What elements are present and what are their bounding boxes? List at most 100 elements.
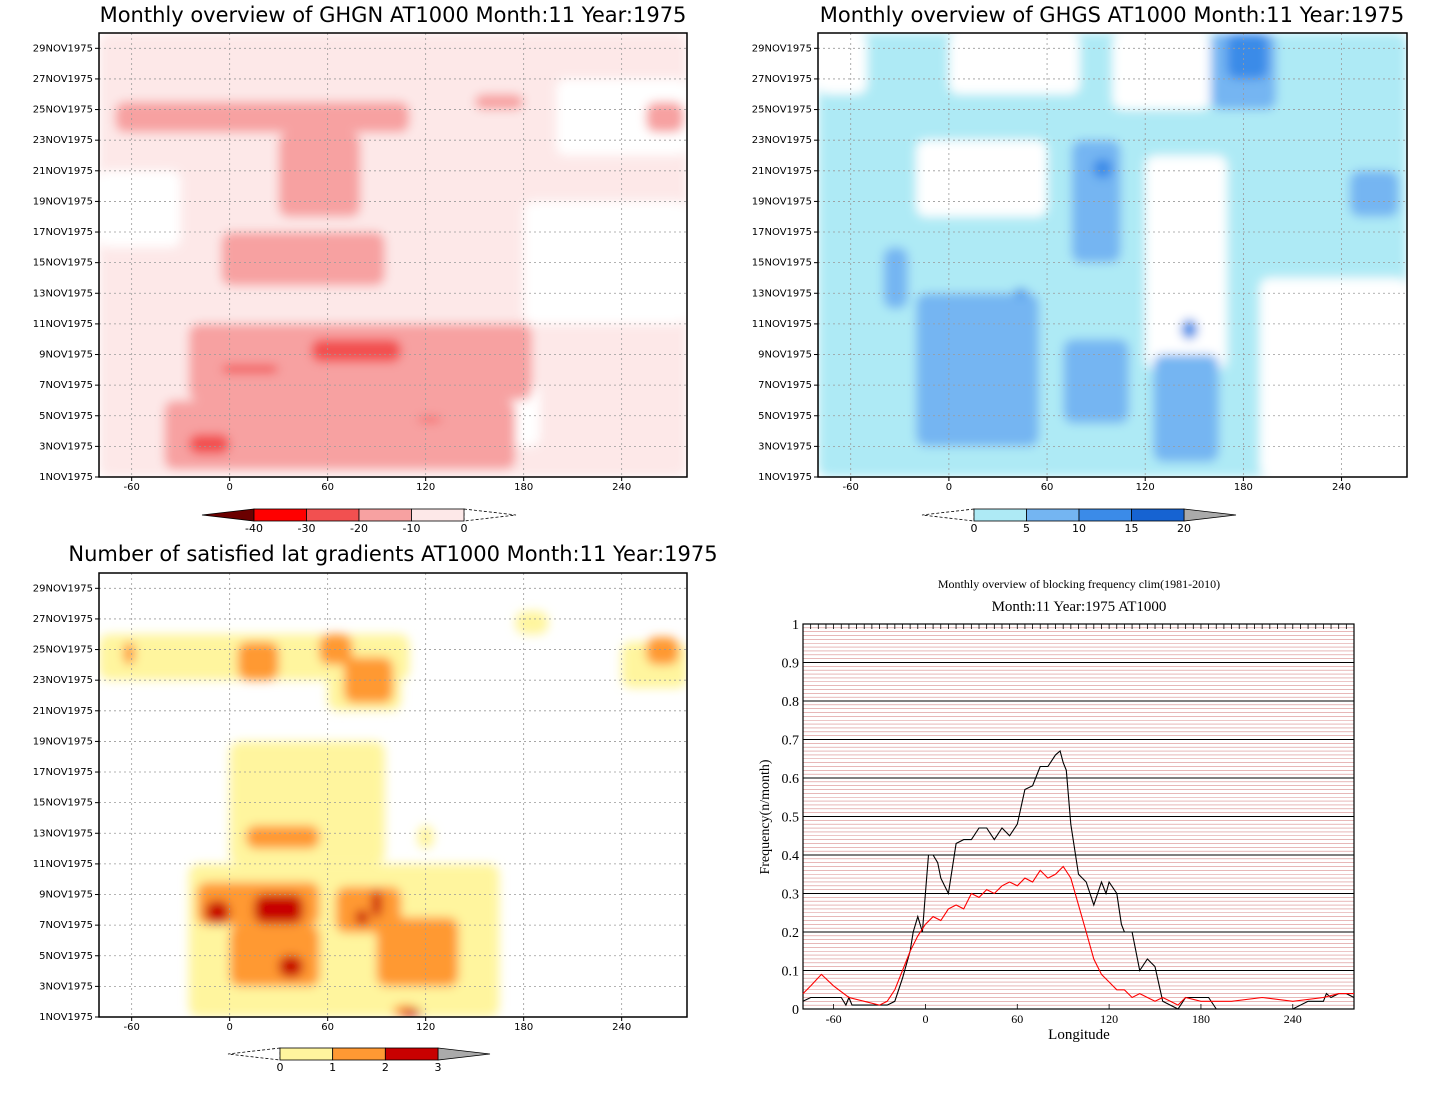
ghgn-ytick-label: 23NOV1975: [33, 135, 93, 146]
ghgs-xtick-label: 180: [1234, 482, 1253, 493]
grad-regions: [99, 611, 687, 1017]
ghgs-ytick-label: 23NOV1975: [752, 135, 812, 146]
ghgs-cbar-segment: [1078, 508, 1132, 522]
ghgs-ytick-label: 11NOV1975: [752, 319, 812, 330]
grad-region: [254, 894, 304, 924]
grad-region: [123, 641, 135, 665]
ghgn-xtick-label: 180: [514, 482, 533, 493]
ghgn-region: [99, 170, 181, 248]
ghgn-region: [311, 339, 402, 363]
ghgn-ytick-label: 29NOV1975: [33, 43, 93, 54]
ghgs-cbar-low-arrow: [921, 508, 975, 522]
ghgn-region: [221, 232, 385, 286]
ghgs-ytick-label: 9NOV1975: [758, 350, 812, 361]
blocking-xtick-label: 120: [1100, 1012, 1118, 1026]
ghgn-ytick-label: 27NOV1975: [33, 74, 93, 85]
grad-ytick-label: 9NOV1975: [39, 890, 93, 901]
ghgn-xtick-label: 120: [416, 482, 435, 493]
ghgs-region: [916, 293, 1039, 447]
grad-ytick-label: 13NOV1975: [33, 828, 93, 839]
grad-cbar-high-arrow: [437, 1047, 491, 1061]
grad-ytick-label: 25NOV1975: [33, 645, 93, 656]
blocking-xtick-label: 60: [1011, 1012, 1023, 1026]
grad-ytick-label: 17NOV1975: [33, 767, 93, 778]
ghgn-plot-area: [99, 33, 687, 477]
ghgn-cbar-low-arrow: [201, 508, 255, 522]
ghgn-ytick-label: 3NOV1975: [39, 441, 93, 452]
ghgn-colorbar: -40 -30 -20 -10 0: [201, 508, 517, 535]
ghgs-title: Monthly overview of GHGS AT1000 Month:11…: [820, 3, 1404, 27]
ghgn-cbar-segment: [358, 508, 412, 522]
grad-cbar-segment: [279, 1047, 334, 1061]
ghgn-cbar-high-arrow: [463, 508, 517, 522]
ghgs-xtick-label: -60: [843, 482, 859, 493]
ghgs-region: [1145, 155, 1228, 370]
ghgs-xtick-label: 120: [1136, 482, 1155, 493]
grad-cbar-segment: [332, 1047, 386, 1061]
ghgs-region: [1227, 33, 1268, 79]
grad-region: [355, 909, 369, 926]
ghgs-cbar-label: 20: [1177, 522, 1191, 535]
grad-region: [515, 611, 549, 635]
ghgs-region: [1014, 288, 1028, 297]
ghgs-ytick-label: 25NOV1975: [752, 105, 812, 116]
ghgn-regions: [99, 33, 687, 477]
ghgn-ytick-label: 9NOV1975: [39, 350, 93, 361]
ghgn-region: [278, 132, 361, 217]
ghgs-xtick-label: 60: [1041, 482, 1054, 493]
grad-ytick-label: 7NOV1975: [39, 920, 93, 931]
blocking-xtick-label: 180: [1192, 1012, 1210, 1026]
blocking-title: Monthly overview of blocking frequency c…: [938, 577, 1220, 591]
ghgn-cbar-segment: [411, 508, 465, 522]
ghgs-cbar-label: 15: [1125, 522, 1139, 535]
grad-cbar-low-arrow: [227, 1047, 281, 1061]
ghgn-region: [115, 101, 410, 133]
grad-xtick-label: 60: [321, 1022, 334, 1033]
ghgn-axes: -60 0 60 120 180 240 1NOV1975 3NOV1975 5NOV1975 7…: [33, 32, 688, 493]
blocking-ytick-label: 0.9: [782, 657, 800, 672]
blocking-ytick-label: 0.5: [782, 811, 800, 826]
ghgn-xtick-label: 0: [226, 482, 232, 493]
ghgs-ytick-label: 19NOV1975: [752, 196, 812, 207]
ghgs-axes: -60 0 60 120 180 240 1NOV1975 3NOV1975 5NOV1975 7…: [752, 32, 1408, 493]
ghgn-region: [646, 101, 684, 133]
ghgn-xtick-label: -60: [123, 482, 139, 493]
ghgs-region: [818, 33, 868, 95]
grad-ytick-label: 15NOV1975: [33, 798, 93, 809]
ghgs-region: [1349, 170, 1399, 217]
ghgs-cbar-high-arrow: [1183, 508, 1237, 522]
ghgn-ytick-label: 17NOV1975: [33, 227, 93, 238]
grad-cbar-label: 0: [277, 1061, 284, 1074]
ghgs-regions: [818, 33, 1407, 477]
ghgs-plot-area: [818, 33, 1407, 477]
ghgs-colorbar: 0 5 10 15 20: [921, 508, 1237, 535]
grad-ytick-label: 29NOV1975: [33, 583, 93, 594]
grad-region: [376, 917, 459, 987]
blocking-ytick-label: 0.1: [782, 965, 800, 980]
ghgs-cbar-segment: [973, 508, 1027, 522]
blocking-ytick-label: 0.8: [782, 695, 800, 710]
grad-cbar-segment: [384, 1047, 439, 1061]
ghgn-ytick-label: 13NOV1975: [33, 288, 93, 299]
ghgn-cbar-label: -30: [298, 522, 316, 535]
blocking-ytick-label: 0.4: [782, 849, 800, 864]
grad-region: [237, 641, 279, 681]
ghgs-ytick-label: 5NOV1975: [758, 411, 812, 422]
ghgn-cbar-label: -20: [350, 522, 368, 535]
ghgs-ytick-label: 17NOV1975: [752, 227, 812, 238]
ghgs-region: [916, 140, 1048, 217]
grad-xtick-label: 0: [226, 1022, 232, 1033]
ghgn-ytick-label: 21NOV1975: [33, 166, 93, 177]
ghgn-ytick-label: 15NOV1975: [33, 258, 93, 269]
blocking-ytick-label: 0.7: [782, 734, 800, 749]
grad-ytick-label: 21NOV1975: [33, 706, 93, 717]
ghgs-ytick-label: 13NOV1975: [752, 288, 812, 299]
ghgn-xtick-label: 240: [612, 482, 631, 493]
ghgs-cbar-segment: [1026, 508, 1080, 522]
grad-xtick-label: 120: [416, 1022, 435, 1033]
gradients-title: Number of satisfied lat gradients AT1000…: [68, 542, 717, 566]
grad-ytick-label: 27NOV1975: [33, 614, 93, 625]
blocking-series-climatology: [802, 865, 1354, 1006]
ghgs-ytick-label: 1NOV1975: [758, 472, 812, 483]
